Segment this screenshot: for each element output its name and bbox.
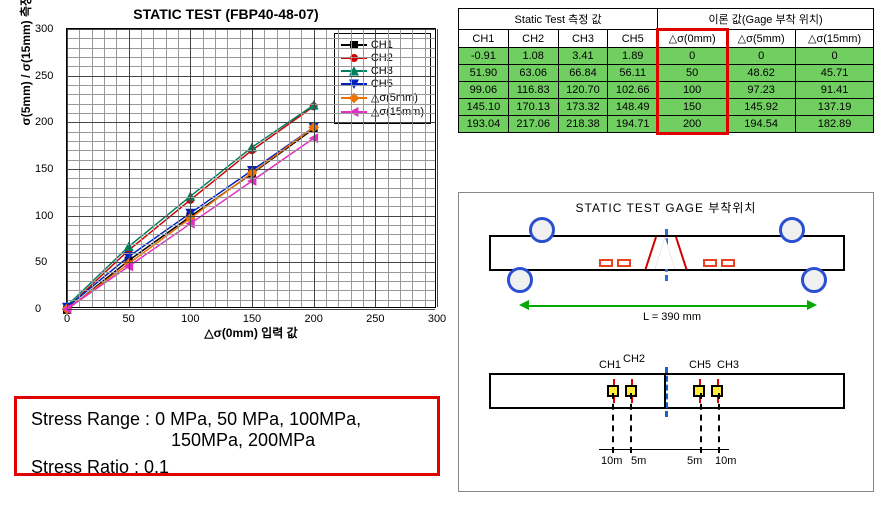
support-top-right xyxy=(779,217,805,243)
offset-2: 5m xyxy=(631,455,646,467)
gage-top-4 xyxy=(721,259,735,267)
diagram-title: STATIC TEST GAGE 부착위치 xyxy=(459,199,873,216)
dim-hline xyxy=(599,449,729,450)
span-label: L = 390 mm xyxy=(643,311,701,323)
support-bottom-left xyxy=(507,267,533,293)
y-axis-label: σ(5mm) / σ(15mm) 측정 값 xyxy=(17,0,34,153)
span-arrow-left xyxy=(519,300,529,310)
stress-range-line2: 150MPa, 200MPa xyxy=(31,430,423,451)
gage-top-2 xyxy=(617,259,631,267)
stress-range-line1: Stress Range : 0 MPa, 50 MPa, 100MPa, xyxy=(31,409,423,430)
stress-info-box: Stress Range : 0 MPa, 50 MPa, 100MPa, 15… xyxy=(14,396,440,476)
span-line xyxy=(529,305,807,307)
data-table-container: Static Test 측정 값이론 값(Gage 부착 위치)CH1CH2CH… xyxy=(458,8,874,133)
gage-top-3 xyxy=(703,259,717,267)
support-top-left xyxy=(529,217,555,243)
support-bottom-right xyxy=(801,267,827,293)
dim-line-4 xyxy=(718,393,720,453)
offset-4: 10m xyxy=(715,455,736,467)
chart-title: STATIC TEST (FBP40-48-07) xyxy=(6,6,446,22)
chart-legend: CH1CH2CH3CH5△σ(5mm)△σ(15mm) xyxy=(334,33,431,124)
weld-center xyxy=(664,373,666,409)
notch xyxy=(655,237,675,269)
data-table: Static Test 측정 값이론 값(Gage 부착 위치)CH1CH2CH… xyxy=(458,8,874,133)
gage-diagram: STATIC TEST GAGE 부착위치 L = 390 mm CH1 CH2… xyxy=(458,192,874,492)
offset-1: 10m xyxy=(601,455,622,467)
offset-3: 5m xyxy=(687,455,702,467)
ch2-label: CH2 xyxy=(623,353,645,365)
ch1-label: CH1 xyxy=(599,359,621,371)
x-axis-label: △σ(0mm) 입력 값 xyxy=(67,324,435,341)
ch3-label: CH3 xyxy=(717,359,739,371)
stress-ratio: Stress Ratio : 0.1 xyxy=(31,457,423,478)
chart-container: STATIC TEST (FBP40-48-07) CH1CH2CH3CH5△σ… xyxy=(6,6,446,346)
span-arrow-right xyxy=(807,300,817,310)
gage-box-ch3 xyxy=(711,385,723,397)
dim-line-1 xyxy=(612,393,614,453)
chart-plot: CH1CH2CH3CH5△σ(5mm)△σ(15mm) σ(5mm) / σ(1… xyxy=(66,28,436,308)
gage-top-1 xyxy=(599,259,613,267)
ch5-label: CH5 xyxy=(689,359,711,371)
gage-box-ch5 xyxy=(693,385,705,397)
dim-line-2 xyxy=(630,393,632,453)
dim-line-3 xyxy=(700,393,702,453)
